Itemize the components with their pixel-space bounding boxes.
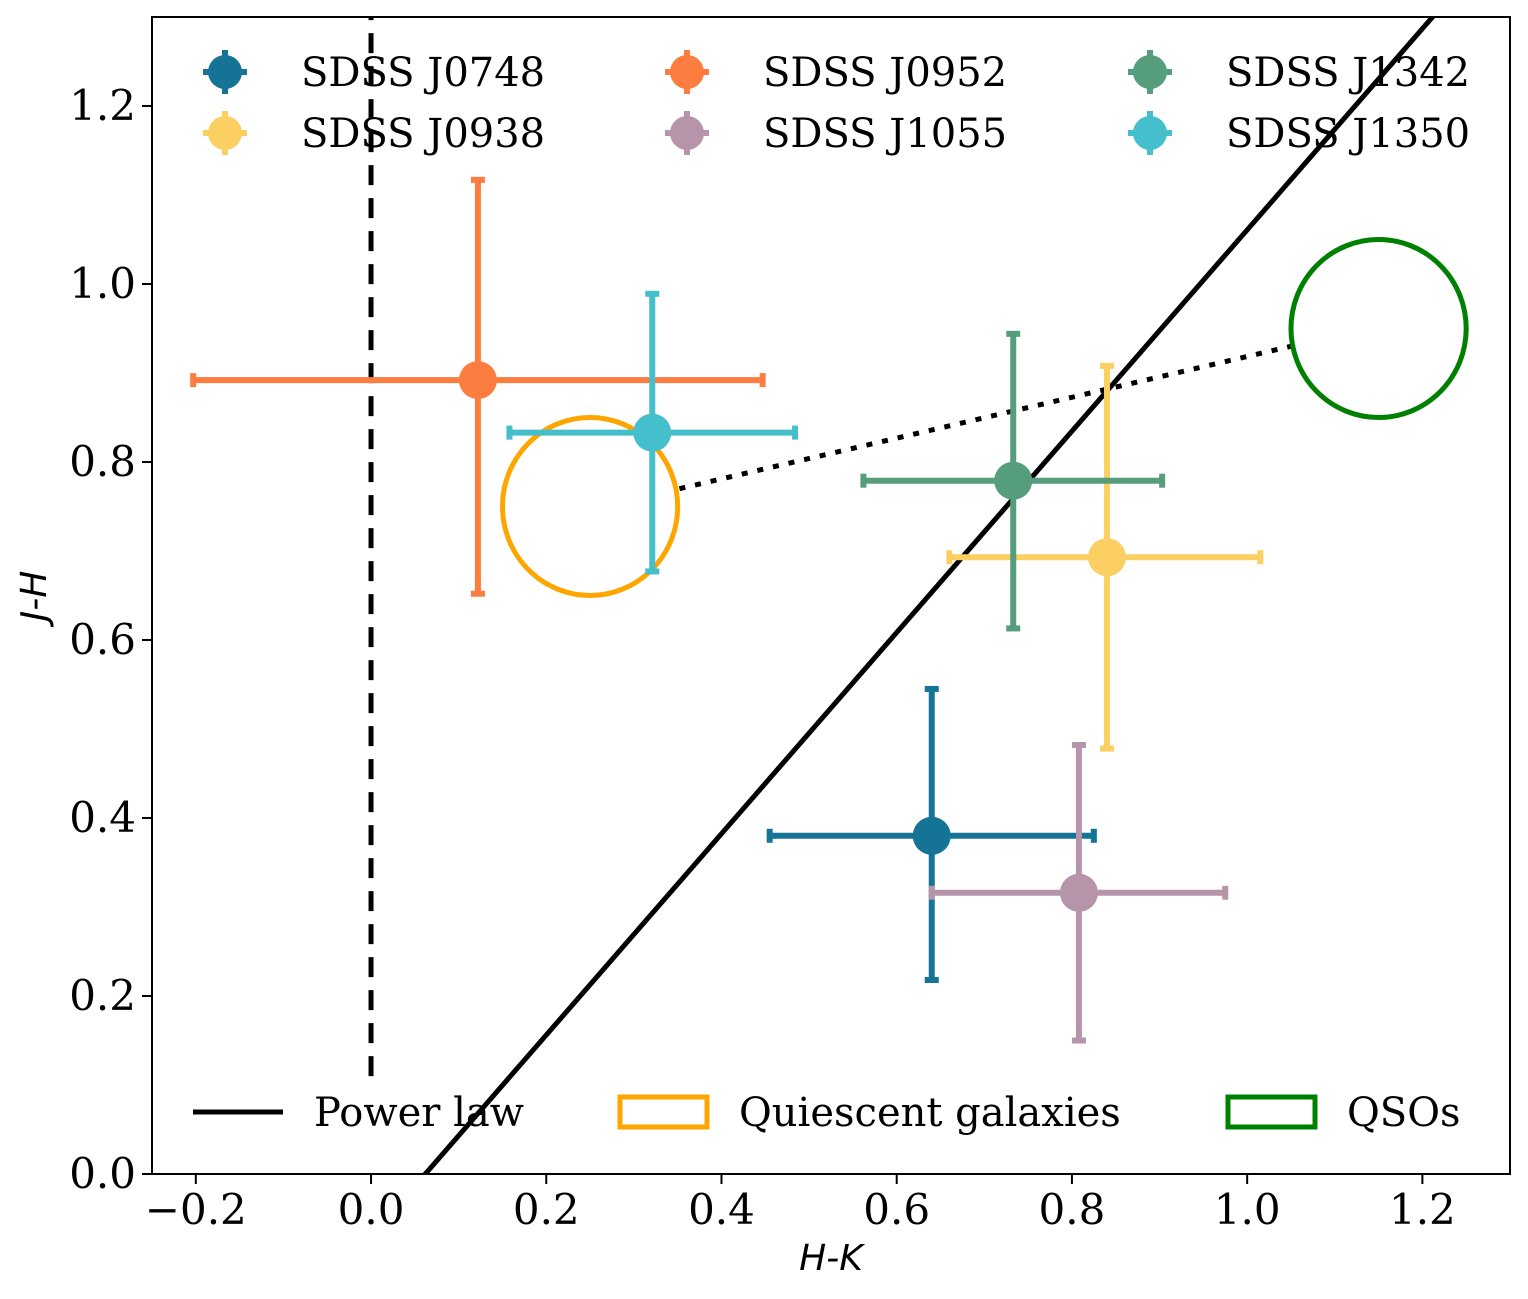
y-tick-label: 0.6 <box>69 615 136 664</box>
legend-label: SDSS J0748 <box>301 50 545 96</box>
plot-area <box>190 17 1469 1174</box>
y-tick-label: 0.4 <box>69 793 136 842</box>
data-marker <box>994 461 1033 500</box>
legend-top: SDSS J0748 SDSS J0938 SDSS J0952 SDSS J1055… <box>203 50 1470 157</box>
point-sdss-j0938 <box>946 362 1264 752</box>
legend-qso-label: QSOs <box>1347 1090 1461 1136</box>
data-marker <box>458 361 497 400</box>
legend-quiescent-label: Quiescent galaxies <box>739 1090 1121 1136</box>
dotted-link-line <box>678 343 1292 492</box>
legend-marker <box>1133 55 1167 89</box>
x-tick-label: 0.0 <box>338 1185 405 1234</box>
x-ticks: −0.2 0.0 0.2 0.4 0.6 0.8 1.0 1.2 <box>145 1174 1456 1234</box>
quiescent-galaxies-region <box>499 415 681 598</box>
legend-item-sdss-j1342: SDSS J1342 <box>1128 50 1470 96</box>
legend-item-sdss-j0952: SDSS J0952 <box>665 50 1007 96</box>
legend-item-sdss-j0748: SDSS J0748 <box>203 50 545 96</box>
data-marker <box>633 413 672 452</box>
data-marker <box>1087 538 1126 577</box>
data-marker <box>912 816 951 855</box>
point-sdss-j1342 <box>860 330 1166 632</box>
x-tick-label: 0.8 <box>1039 1185 1106 1234</box>
plot-frame <box>151 16 1511 1175</box>
data-points <box>190 176 1264 1044</box>
y-tick-label: 0.2 <box>69 971 136 1020</box>
y-tick-label: 1.2 <box>69 81 136 130</box>
qso-region <box>1288 237 1469 420</box>
legend-marker <box>208 116 242 150</box>
legend-qso-swatch <box>1225 1094 1318 1130</box>
point-sdss-j1055 <box>928 742 1229 1044</box>
legend-marker <box>670 116 704 150</box>
legend-label: SDSS J0952 <box>763 50 1007 96</box>
x-tick-label: 0.2 <box>513 1185 580 1234</box>
legend-label: SDSS J0938 <box>301 111 545 157</box>
legend-label: SDSS J1342 <box>1226 50 1470 96</box>
y-tick-label: 1.0 <box>69 259 136 308</box>
y-tick-label: 0.8 <box>69 437 136 486</box>
legend-label: SDSS J1055 <box>763 111 1007 157</box>
power-law-line <box>421 17 1436 1174</box>
x-tick-label: 0.6 <box>863 1185 930 1234</box>
x-tick-label: −0.2 <box>145 1185 247 1234</box>
legend-item-sdss-j0938: SDSS J0938 <box>203 111 545 157</box>
legend-item-sdss-j1350: SDSS J1350 <box>1128 111 1470 157</box>
data-marker <box>1059 873 1098 912</box>
point-sdss-j0952 <box>190 176 766 597</box>
y-axis-label: J-H <box>14 571 55 628</box>
y-ticks: 0.0 0.2 0.4 0.6 0.8 1.0 1.2 <box>69 81 152 1198</box>
y-tick-label: 0.0 <box>69 1149 136 1198</box>
legend-quiescent-swatch <box>617 1094 710 1130</box>
legend-item-sdss-j1055: SDSS J1055 <box>665 111 1007 157</box>
x-axis-label: H-K <box>799 1238 865 1279</box>
legend-marker <box>208 55 242 89</box>
legend-power-law-label: Power law <box>314 1090 524 1136</box>
legend-label: SDSS J1350 <box>1226 111 1470 157</box>
legend-marker <box>1133 116 1167 150</box>
legend-marker <box>670 55 704 89</box>
x-tick-label: 0.4 <box>688 1185 755 1234</box>
x-tick-label: 1.0 <box>1214 1185 1281 1234</box>
x-tick-label: 1.2 <box>1389 1185 1456 1234</box>
point-sdss-j0748 <box>766 685 1097 983</box>
legend-bottom: Power law Quiescent galaxies QSOs <box>193 1090 1461 1136</box>
point-sdss-j1350 <box>506 290 799 575</box>
